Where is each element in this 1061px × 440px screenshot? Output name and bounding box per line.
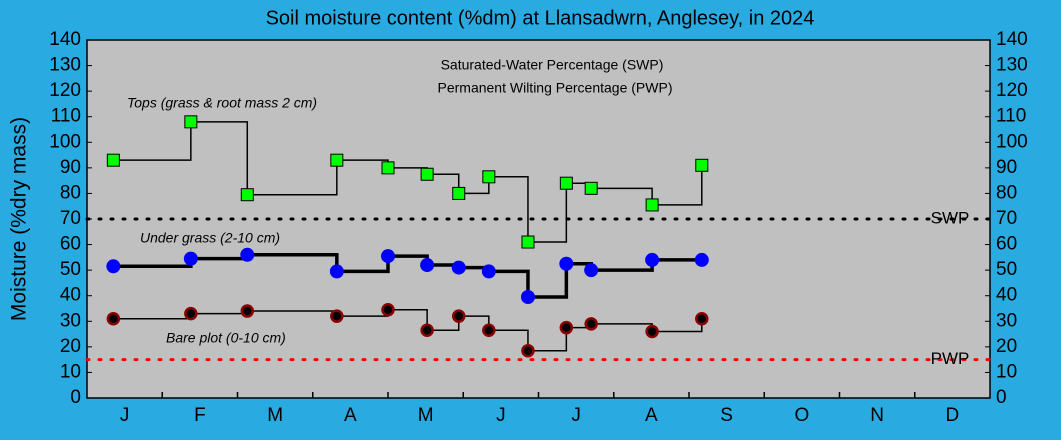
- x-tick-label: J: [571, 405, 581, 426]
- x-tick-label: D: [946, 405, 960, 426]
- y-tick-label: 100: [49, 131, 81, 152]
- y-tick-label: 130: [49, 55, 81, 76]
- x-tick-label: M: [418, 405, 434, 426]
- marker: [381, 161, 395, 175]
- marker: [381, 249, 395, 264]
- x-tick-label: J: [496, 405, 506, 426]
- marker: [452, 186, 466, 200]
- marker: [694, 252, 709, 267]
- marker: [645, 198, 659, 212]
- y2-tick-label: 130: [996, 55, 1028, 76]
- marker: [695, 158, 709, 172]
- marker: [329, 264, 344, 279]
- marker: [521, 235, 535, 249]
- plot-area: [86, 39, 991, 399]
- y2-tick-label: 100: [996, 131, 1028, 152]
- marker: [695, 311, 709, 326]
- marker: [330, 309, 344, 323]
- marker: [482, 323, 496, 337]
- marker: [584, 181, 598, 195]
- marker: [584, 263, 599, 278]
- y-tick-label: 10: [60, 361, 81, 382]
- marker: [451, 260, 466, 275]
- y2-tick-label: 40: [996, 285, 1017, 306]
- y2-tick-label: 60: [996, 234, 1017, 255]
- y2-tick-label: 70: [996, 208, 1017, 229]
- marker: [520, 289, 535, 304]
- x-tick-label: M: [267, 405, 283, 426]
- y-tick-label: 110: [51, 106, 81, 127]
- marker: [559, 176, 573, 190]
- y-tick-label: 40: [60, 285, 81, 306]
- x-tick-label: N: [870, 405, 884, 426]
- y-tick-label: 60: [60, 234, 81, 255]
- y2-tick-label: 110: [996, 106, 1026, 127]
- marker: [184, 115, 198, 129]
- y-tick-label: 90: [60, 157, 81, 178]
- y-tick-label: 20: [60, 336, 81, 357]
- chart-title: Soil moisture content (%dm) at Llansadwr…: [266, 7, 815, 29]
- marker: [559, 320, 574, 335]
- y2-tick-label: 30: [996, 310, 1017, 331]
- y2-tick-label: 80: [996, 182, 1017, 203]
- x-tick-label: J: [120, 405, 130, 426]
- y-tick-label: 30: [60, 310, 81, 331]
- x-tick-label: S: [720, 405, 733, 426]
- series-label: Bare plot (0-10 cm): [166, 330, 286, 346]
- x-tick-label: O: [794, 405, 809, 426]
- marker: [106, 311, 121, 326]
- y2-tick-label: 50: [996, 259, 1017, 280]
- marker: [645, 324, 659, 339]
- reference-label: PWP: [931, 349, 970, 368]
- x-tick-label: A: [645, 405, 658, 426]
- y-tick-label: 50: [60, 259, 81, 280]
- x-tick-label: F: [194, 405, 206, 426]
- marker: [482, 170, 496, 184]
- marker: [184, 306, 198, 321]
- annotation: Permanent Wilting Percentage (PWP): [438, 80, 673, 96]
- y-tick-label: 140: [49, 29, 81, 50]
- y-tick-label: 0: [70, 387, 81, 408]
- marker: [106, 153, 120, 167]
- series-label: Tops (grass & root mass 2 cm): [127, 95, 317, 111]
- reference-label: SWP: [931, 208, 970, 227]
- y-tick-label: 80: [60, 182, 81, 203]
- marker: [381, 303, 395, 317]
- marker: [420, 323, 434, 337]
- marker: [420, 167, 434, 181]
- marker: [330, 153, 344, 167]
- marker: [183, 251, 198, 266]
- marker: [240, 188, 254, 202]
- y2-tick-label: 0: [996, 387, 1007, 408]
- y2-tick-label: 10: [996, 361, 1017, 382]
- marker: [559, 256, 574, 271]
- annotation: Saturated-Water Percentage (SWP): [441, 57, 664, 73]
- y-tick-label: 70: [60, 208, 81, 229]
- marker: [240, 304, 255, 318]
- x-tick-label: A: [344, 405, 357, 426]
- y2-tick-label: 90: [996, 157, 1017, 178]
- y-axis-label: Moisture (%dry mass): [8, 117, 31, 321]
- marker: [584, 317, 598, 331]
- marker: [451, 309, 466, 323]
- series-label: Under grass (2-10 cm): [140, 230, 280, 246]
- marker: [240, 247, 255, 262]
- marker: [420, 258, 435, 273]
- y2-tick-label: 120: [996, 80, 1028, 101]
- marker: [106, 259, 121, 274]
- marker: [481, 264, 496, 279]
- marker: [521, 343, 535, 358]
- y-tick-label: 120: [49, 80, 81, 101]
- y2-tick-label: 140: [996, 29, 1028, 50]
- y2-tick-label: 20: [996, 336, 1017, 357]
- marker: [645, 252, 660, 267]
